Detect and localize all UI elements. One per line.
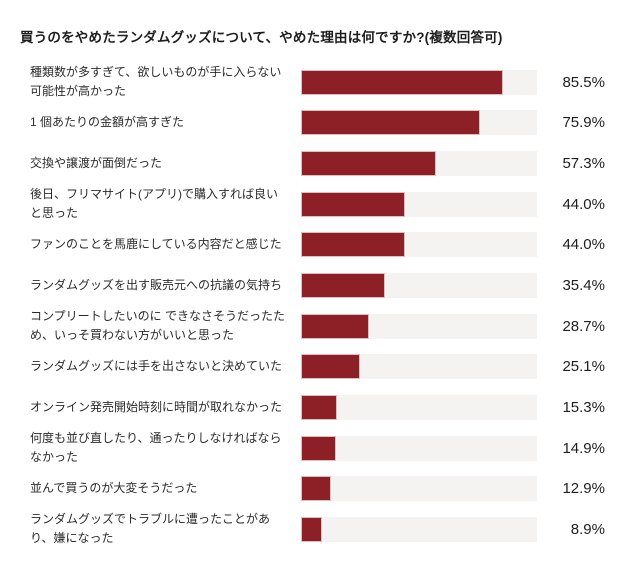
chart-row: 1 個あたりの金額が高すぎた 75.9% xyxy=(0,103,640,144)
bar-fill xyxy=(301,110,481,136)
chart-row: ファンのことを馬鹿にしている内容だと感じた 44.0% xyxy=(0,225,640,266)
bar-fill xyxy=(301,232,405,258)
chart-row: ランダムグッズには手を出さないと決めていた 25.1% xyxy=(0,346,640,387)
category-label: ランダムグッズには手を出さないと決めていた xyxy=(30,359,283,374)
bar-track xyxy=(301,313,537,339)
category-label: 何度も並び直したり、通ったりしなければならなかった xyxy=(30,431,282,465)
value-label: 85.5% xyxy=(562,73,605,91)
bar-fill xyxy=(301,273,385,299)
category-label: 種類数が多すぎて、欲しいものが手に入らない可能性が高かった xyxy=(30,65,282,99)
bar-track xyxy=(301,232,537,258)
value-label: 35.4% xyxy=(562,277,605,295)
category-label: 1 個あたりの金額が高すぎた xyxy=(30,115,185,130)
category-label: ランダムグッズを出す販売元への抗議の気持ち xyxy=(30,278,283,293)
category-label: オンライン発売開始時刻に時間が取れなかった xyxy=(30,399,283,414)
bar-track xyxy=(301,435,537,461)
chart-row: 後日、フリマサイト(アプリ)で購入すれば良いと思った 44.0% xyxy=(0,184,640,225)
chart-row: オンライン発売開始時刻に時間が取れなかった 15.3% xyxy=(0,387,640,428)
chart-row: ランダムグッズでトラブルに遭ったことがあり、嫌になった 8.9% xyxy=(0,509,640,550)
bar-track xyxy=(301,191,537,217)
category-label: 交換や譲渡が面倒だった xyxy=(30,156,163,171)
bar-fill xyxy=(301,354,361,380)
bar-track xyxy=(301,476,537,502)
chart-row: 種類数が多すぎて、欲しいものが手に入らない可能性が高かった 85.5% xyxy=(0,62,640,103)
category-label: ファンのことを馬鹿にしている内容だと感じた xyxy=(30,237,282,252)
value-label: 28.7% xyxy=(562,317,605,335)
bar-fill xyxy=(301,394,338,420)
bar-fill xyxy=(301,313,369,339)
category-label: コンプリートしたいのに できなさそうだったため、いっそ買わない方がいいと思った xyxy=(30,309,285,343)
value-label: 44.0% xyxy=(562,195,605,213)
bar-fill xyxy=(301,435,337,461)
bar-track xyxy=(301,273,537,299)
bar-track xyxy=(301,354,537,380)
bar-track xyxy=(301,110,537,136)
chart-rows: 種類数が多すぎて、欲しいものが手に入らない可能性が高かった 85.5% 1 個あ… xyxy=(0,62,640,550)
category-label: 並んで買うのが大変そうだった xyxy=(30,481,198,496)
value-label: 8.9% xyxy=(570,520,605,538)
category-label: ランダムグッズでトラブルに遭ったことがあり、嫌になった xyxy=(30,512,271,546)
value-label: 15.3% xyxy=(562,398,605,416)
chart-title: 買うのをやめたランダムグッズについて、やめた理由は何ですか?(複数回答可) xyxy=(20,30,503,45)
bar-fill xyxy=(301,191,405,217)
chart-row: ランダムグッズを出す販売元への抗議の気持ち 35.4% xyxy=(0,265,640,306)
bar-fill xyxy=(301,69,503,95)
bar-track xyxy=(301,516,537,542)
bar-track xyxy=(301,151,537,177)
value-label: 44.0% xyxy=(562,236,605,254)
chart-row: コンプリートしたいのに できなさそうだったため、いっそ買わない方がいいと思った … xyxy=(0,306,640,347)
chart-row: 何度も並び直したり、通ったりしなければならなかった 14.9% xyxy=(0,428,640,469)
value-label: 57.3% xyxy=(562,155,605,173)
bar-fill xyxy=(301,516,322,542)
value-label: 25.1% xyxy=(562,358,605,376)
bar-track xyxy=(301,69,537,95)
value-label: 14.9% xyxy=(562,439,605,457)
bar-fill xyxy=(301,151,437,177)
chart-row: 並んで買うのが大変そうだった 12.9% xyxy=(0,468,640,509)
value-label: 75.9% xyxy=(562,114,605,132)
chart-row: 交換や譲渡が面倒だった 57.3% xyxy=(0,143,640,184)
value-label: 12.9% xyxy=(562,480,605,498)
category-label: 後日、フリマサイト(アプリ)で購入すれば良いと思った xyxy=(30,187,278,221)
bar-fill xyxy=(301,476,332,502)
bar-track xyxy=(301,394,537,420)
